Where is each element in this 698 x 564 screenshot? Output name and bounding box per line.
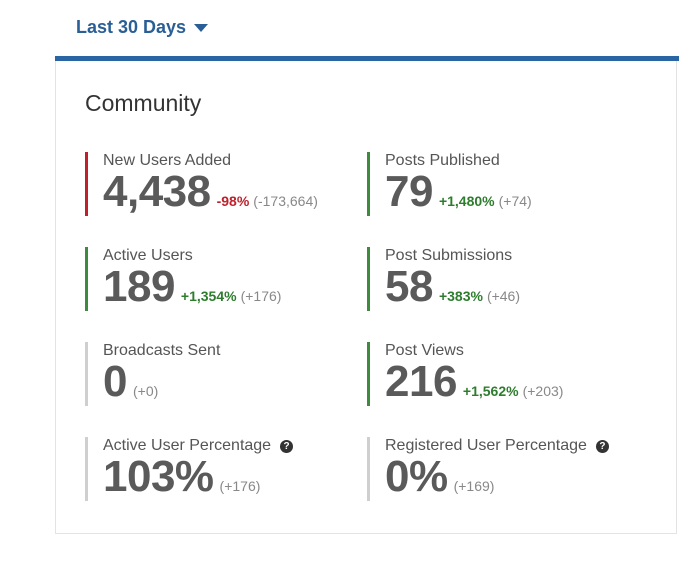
metric-change-percent: +1,480% [438,193,495,209]
metric-change-absolute: (-173,664) [253,193,318,209]
metric-label: Broadcasts Sent [103,342,221,359]
metric-change-absolute: (+176) [240,288,282,304]
metric-change-absolute: (+74) [498,193,532,209]
metric-new-users: New Users Added 4,438 -98% (-173,664) [85,152,355,216]
metric-change-percent: +383% [438,288,483,304]
metric-label-text: Active User Percentage [103,437,272,454]
metric-value: 79 [385,167,433,216]
metric-value: 216 [385,357,457,406]
metric-registered-user-percentage: Registered User Percentage ? 0% (+169) [367,437,637,501]
card-title: Community [85,90,202,116]
date-range-label: Last 30 Days [76,16,187,37]
help-icon[interactable]: ? [595,439,609,453]
date-range-dropdown[interactable]: Last 30 Days [76,14,209,40]
metric-label: Active Users [103,247,193,264]
metric-active-users: Active Users 189 +1,354% (+176) [85,247,355,311]
community-card [55,56,677,534]
metric-label: Posts Published [385,152,500,169]
metric-label: Registered User Percentage ? [385,437,637,455]
metric-broadcasts-sent: Broadcasts Sent 0 (+0) [85,342,355,406]
metric-change-absolute: (+169) [453,478,495,494]
card-accent-bar [55,56,679,61]
metric-value: 58 [385,262,433,311]
metric-value: 4,438 [103,167,211,216]
metric-label: New Users Added [103,152,232,169]
metric-change-percent: +1,562% [462,383,519,399]
metric-label: Active User Percentage ? [103,437,355,455]
metric-change-percent: +1,354% [180,288,237,304]
metric-change-absolute: (+46) [486,288,521,304]
metric-change-absolute: (+203) [522,383,564,399]
help-icon[interactable]: ? [280,439,294,453]
metric-post-views: Post Views 216 +1,562% (+203) [367,342,637,406]
metric-label: Post Views [385,342,464,359]
metric-change-absolute: (+176) [219,478,261,494]
metric-label-text: Registered User Percentage [385,437,587,454]
metric-change-percent: -98% [216,193,250,209]
metric-label: Post Submissions [385,247,513,264]
metric-active-user-percentage: Active User Percentage ? 103% (+176) [85,437,355,501]
metric-value: 189 [103,262,175,311]
metric-posts-published: Posts Published 79 +1,480% (+74) [367,152,637,216]
metric-value: 103% [103,452,214,501]
metric-post-submissions: Post Submissions 58 +383% (+46) [367,247,637,311]
metric-change-absolute: (+0) [132,383,159,399]
chevron-down-icon [194,24,209,32]
metric-value: 0% [385,452,448,501]
metric-value: 0 [103,357,127,406]
